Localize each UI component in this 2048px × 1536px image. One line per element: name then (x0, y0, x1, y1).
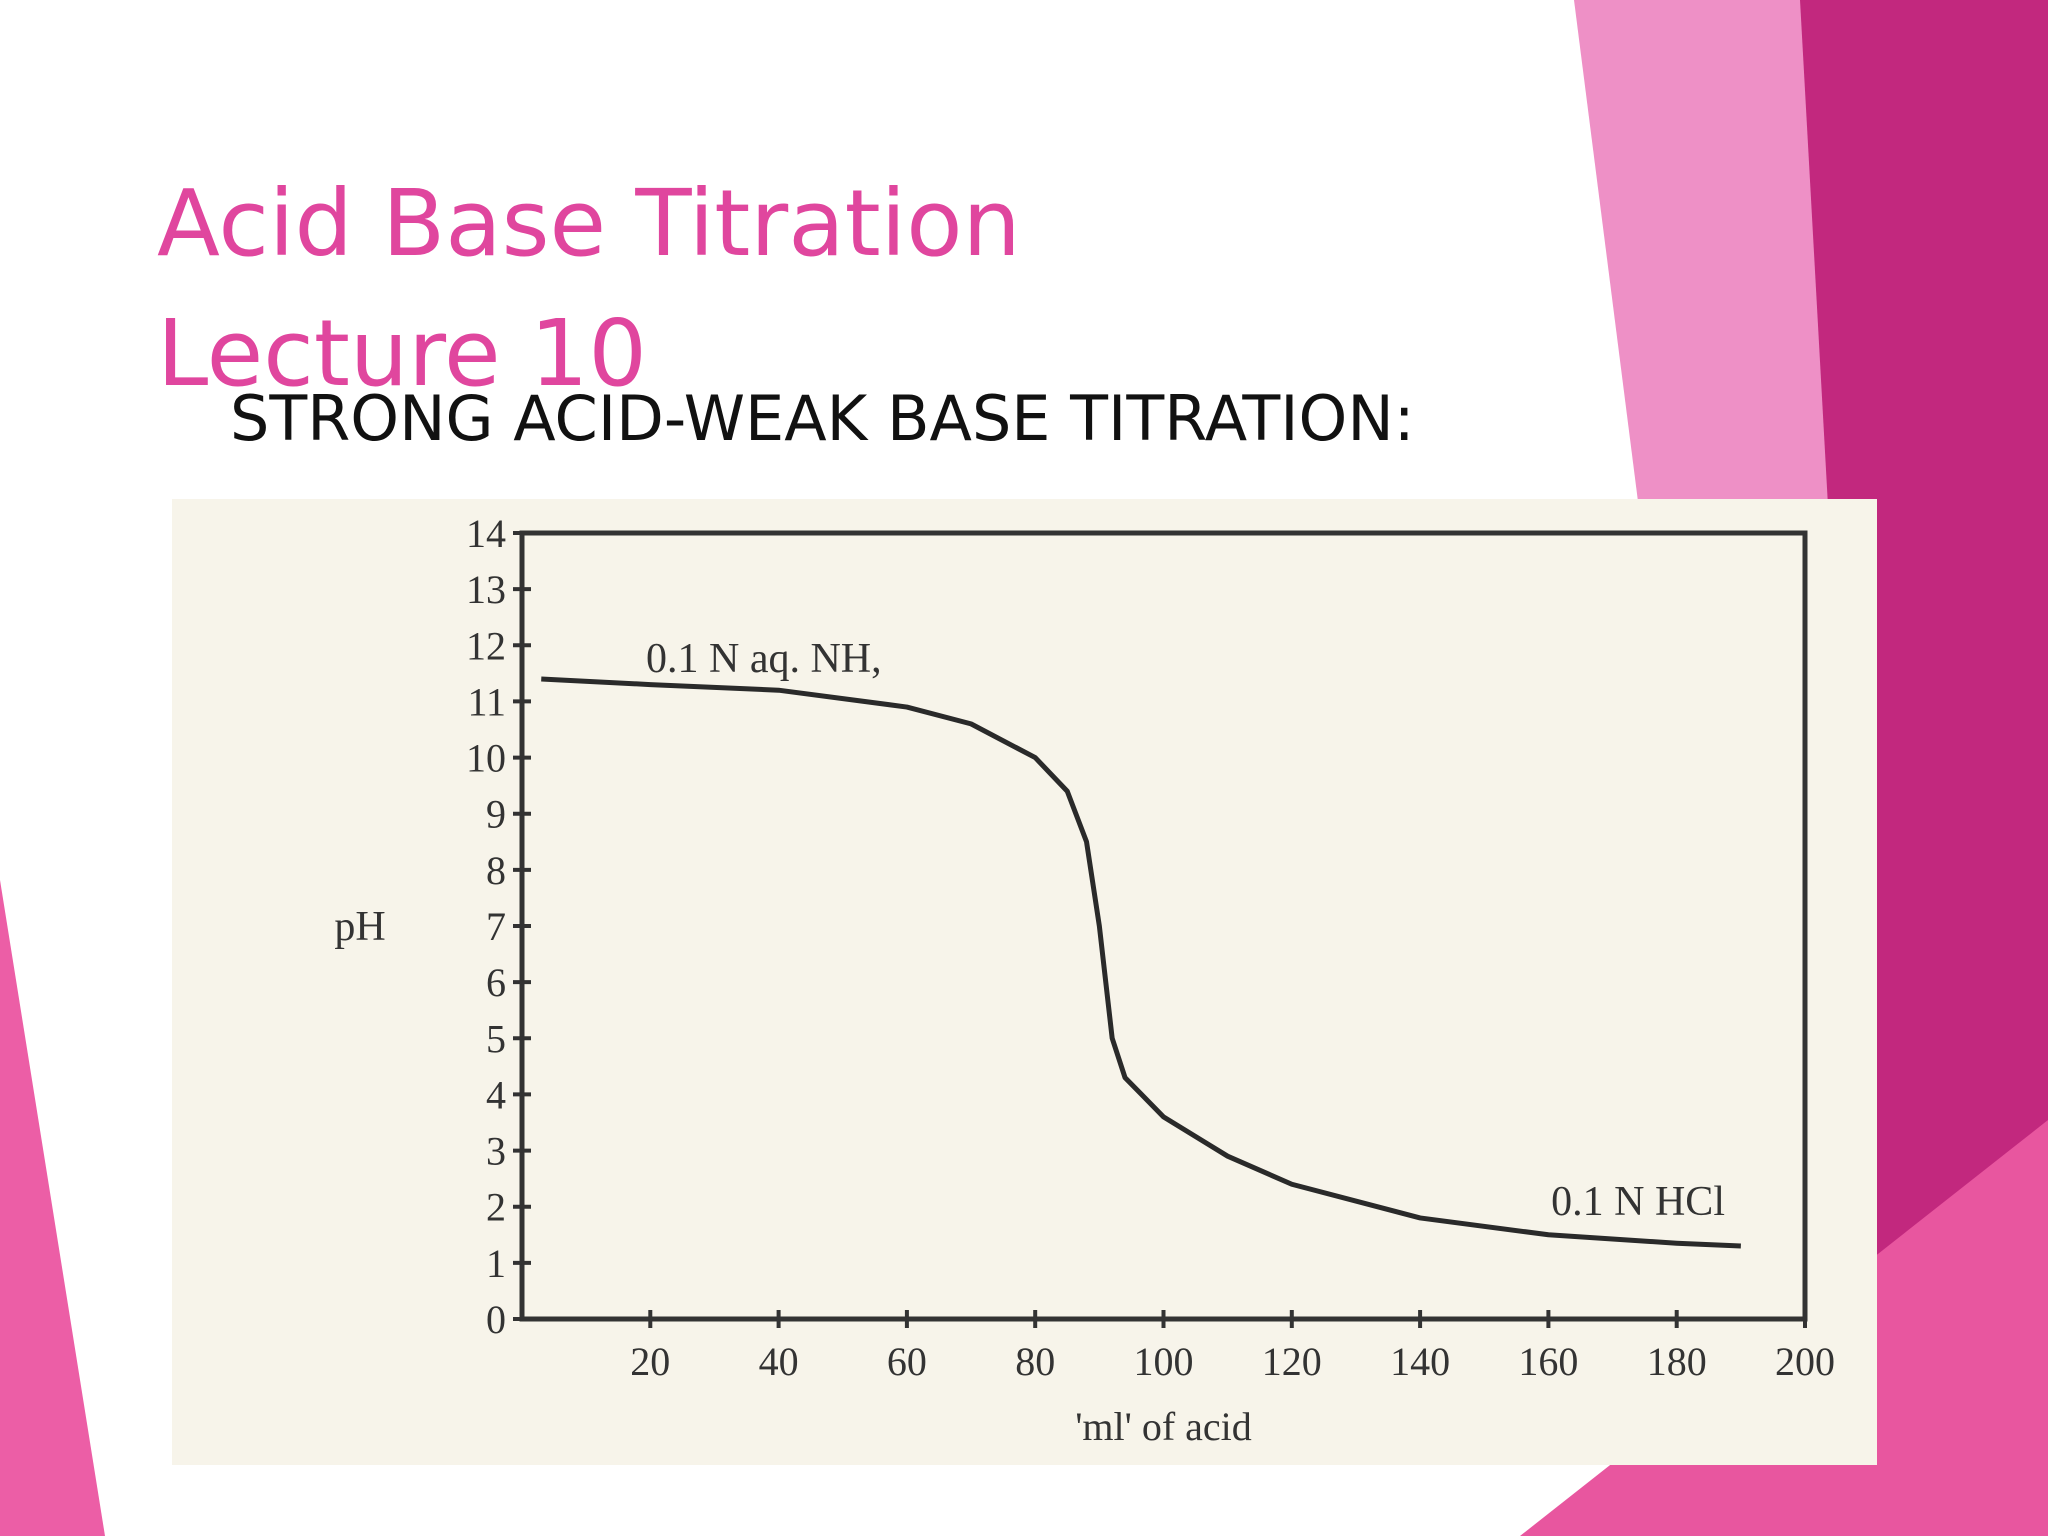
x-axis-label: 'ml' of acid (1075, 1404, 1252, 1449)
annotation: 0.1 N HCl (1551, 1179, 1725, 1225)
chart-background (172, 499, 1877, 1465)
decor (1800, 0, 2048, 1536)
x-tick-label: 120 (1262, 1339, 1322, 1384)
x-tick-label: 180 (1647, 1339, 1707, 1384)
y-tick-label: 1 (486, 1241, 506, 1286)
y-tick-label: 10 (466, 736, 506, 781)
y-tick-label: 7 (486, 904, 506, 949)
x-tick-label: 140 (1390, 1339, 1450, 1384)
x-tick-label: 160 (1518, 1339, 1578, 1384)
annotation: 0.1 N aq. NH, (646, 636, 882, 682)
y-tick-label: 9 (486, 792, 506, 837)
slide-title: Acid Base Titration (157, 170, 1021, 277)
y-tick-label: 8 (486, 848, 506, 893)
x-tick-label: 100 (1134, 1339, 1194, 1384)
y-tick-label: 3 (486, 1129, 506, 1174)
y-tick-label: 4 (486, 1072, 506, 1117)
y-tick-label: 13 (466, 567, 506, 612)
y-tick-label: 5 (486, 1016, 506, 1061)
x-tick-label: 80 (1015, 1339, 1055, 1384)
y-tick-label: 0 (486, 1297, 506, 1342)
curve (541, 676, 1741, 1249)
y-tick-label: 11 (467, 679, 506, 724)
y-tick-label: 12 (466, 623, 506, 668)
decor (0, 880, 105, 1536)
y-axis-label: pH (334, 904, 385, 950)
y-tick-label: 6 (486, 960, 506, 1005)
slide-title: Lecture 10 (157, 300, 647, 407)
x-tick-label: 40 (759, 1339, 799, 1384)
x-tick-label: 60 (887, 1339, 927, 1384)
slide-subtitle: STRONG ACID-WEAK BASE TITRATION: (230, 382, 1415, 455)
y-tick-label: 2 (486, 1185, 506, 1230)
x-tick-label: 20 (630, 1339, 670, 1384)
x-tick-label: 200 (1775, 1339, 1835, 1384)
y-tick-label: 14 (466, 511, 506, 556)
